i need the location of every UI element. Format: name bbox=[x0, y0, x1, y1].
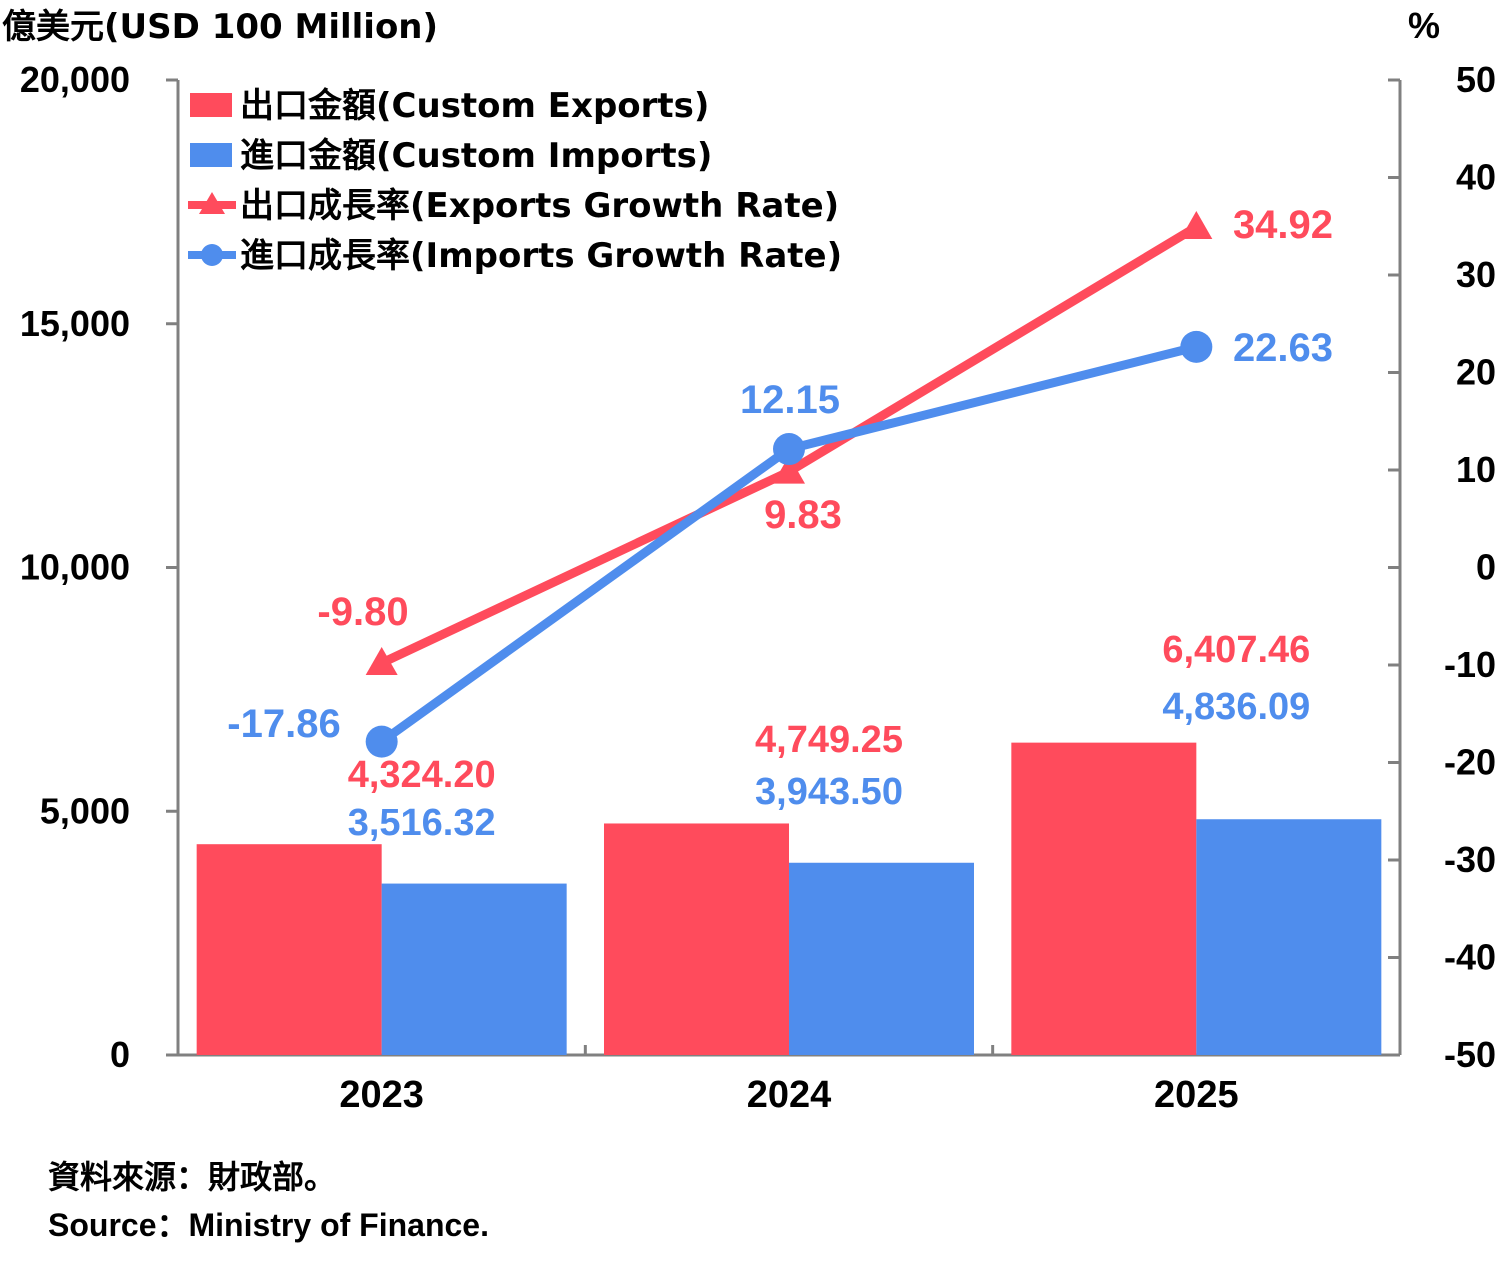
right-tick-label: -20 bbox=[1444, 742, 1496, 783]
exports-growth-label: -9.80 bbox=[317, 590, 408, 634]
imports-growth-marker bbox=[1180, 330, 1213, 363]
legend-exports-swatch bbox=[190, 93, 232, 117]
legend-label: 進口成長率(Imports Growth Rate) bbox=[240, 236, 842, 276]
legend-imports-swatch bbox=[190, 143, 232, 167]
exports-growth-marker bbox=[1180, 211, 1213, 240]
imports-value-label: 4,836.09 bbox=[1162, 686, 1310, 728]
right-tick-label: -30 bbox=[1444, 839, 1496, 880]
legend-imports-growth-marker bbox=[201, 244, 223, 266]
growth-lines bbox=[365, 211, 1213, 758]
imports-value-label: 3,943.50 bbox=[755, 771, 903, 813]
left-tick-label: 5,000 bbox=[40, 790, 130, 831]
right-axis-unit-label: % bbox=[1408, 5, 1440, 46]
imports-bar bbox=[381, 883, 567, 1055]
exports-growth-marker bbox=[773, 455, 805, 484]
right-tick-label: 50 bbox=[1456, 59, 1496, 100]
exports-growth-marker bbox=[365, 647, 398, 676]
imports-bar bbox=[1196, 819, 1382, 1055]
exports-bar bbox=[1011, 742, 1197, 1055]
imports-growth-label: 22.63 bbox=[1233, 326, 1333, 370]
imports-growth-marker bbox=[365, 725, 398, 758]
exports-value-label: 4,749.25 bbox=[755, 719, 903, 761]
imports-growth-marker bbox=[773, 433, 805, 466]
legend: 出口金額(Custom Exports) 進口金額(Custom Imports)… bbox=[188, 86, 842, 276]
exports-value-label: 6,407.46 bbox=[1162, 629, 1310, 671]
exports-bar bbox=[196, 844, 382, 1055]
left-tick-label: 20,000 bbox=[20, 59, 130, 100]
legend-label: 出口成長率(Exports Growth Rate) bbox=[240, 186, 839, 226]
legend-label: 出口金額(Custom Exports) bbox=[240, 86, 709, 126]
axes: 0 5,000 10,000 15,000 20,000 -50 -40 -30 -20 -10 0… bbox=[20, 59, 1496, 1116]
right-tick-label: 20 bbox=[1456, 352, 1496, 393]
left-tick-label: 15,000 bbox=[20, 303, 130, 344]
right-tick-label: 40 bbox=[1456, 157, 1496, 198]
exports-growth-label: 34.92 bbox=[1233, 203, 1333, 247]
right-tick-label: 10 bbox=[1456, 449, 1496, 490]
imports-growth-label: 12.15 bbox=[740, 378, 840, 422]
right-tick-label: -10 bbox=[1444, 644, 1496, 685]
right-tick-label: 0 bbox=[1476, 547, 1496, 588]
source-note-en: Source：Ministry of Finance. bbox=[48, 1207, 489, 1243]
right-tick-label: -50 bbox=[1444, 1034, 1496, 1075]
x-tick-label: 2023 bbox=[339, 1074, 424, 1116]
source-note-zh: 資料來源：財政部。 bbox=[48, 1159, 337, 1195]
legend-label: 進口金額(Custom Imports) bbox=[240, 136, 712, 176]
bars bbox=[196, 742, 1382, 1055]
imports-growth-label: -17.86 bbox=[227, 702, 340, 746]
left-tick-label: 10,000 bbox=[20, 547, 130, 588]
exports-value-label: 4,324.20 bbox=[348, 754, 496, 796]
imports-value-label: 3,516.32 bbox=[348, 802, 496, 844]
left-tick-label: 0 bbox=[110, 1034, 130, 1075]
data-labels: 4,324.20 4,749.25 6,407.46 3,516.32 3,943.50… bbox=[227, 203, 1333, 844]
left-axis-unit-label: 億美元(USD 100 Million) bbox=[2, 7, 438, 47]
right-tick-label: 30 bbox=[1456, 254, 1496, 295]
x-tick-label: 2025 bbox=[1154, 1074, 1239, 1116]
exports-bar bbox=[604, 823, 789, 1055]
exports-growth-label: 9.83 bbox=[764, 493, 842, 537]
right-tick-label: -40 bbox=[1444, 937, 1496, 978]
imports-bar bbox=[789, 862, 974, 1055]
x-tick-label: 2024 bbox=[747, 1074, 832, 1116]
legend-exports-growth-marker bbox=[199, 192, 225, 214]
